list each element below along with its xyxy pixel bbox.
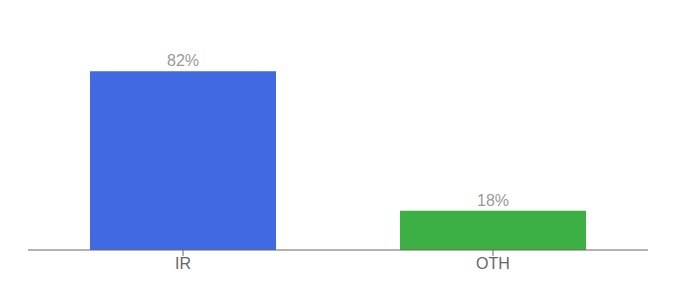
svg-text:OTH: OTH (476, 255, 510, 272)
svg-text:18%: 18% (477, 192, 509, 209)
svg-text:82%: 82% (167, 52, 199, 69)
svg-text:IR: IR (175, 255, 191, 272)
